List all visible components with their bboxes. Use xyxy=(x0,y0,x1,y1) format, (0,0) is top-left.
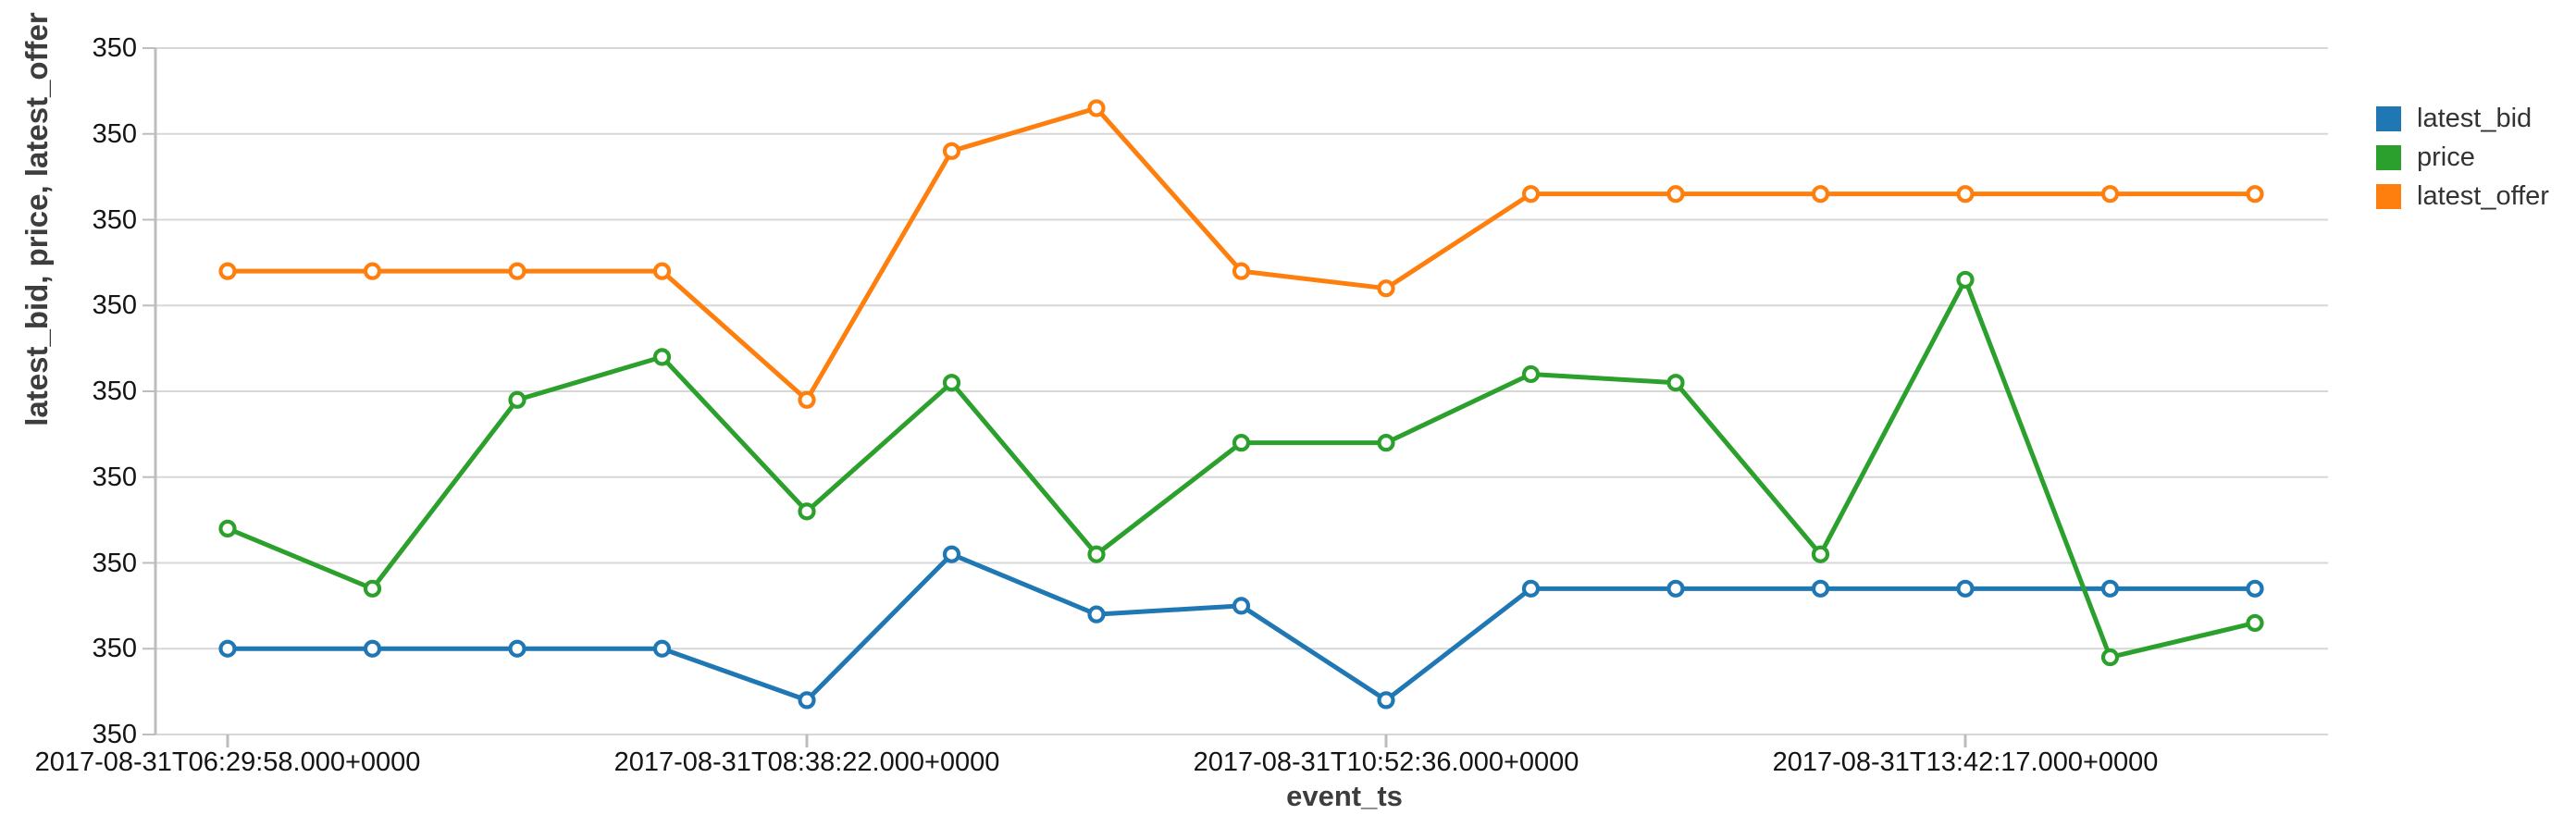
data-point-latest_offer-2[interactable] xyxy=(508,262,526,280)
y-tick-label: 350 xyxy=(92,376,137,406)
data-point-latest_offer-1[interactable] xyxy=(363,262,382,280)
data-point-price-10[interactable] xyxy=(1666,374,1685,392)
data-point-price-8[interactable] xyxy=(1377,434,1395,452)
y-tick-label: 350 xyxy=(92,118,137,149)
data-point-latest_offer-9[interactable] xyxy=(1521,185,1541,204)
data-point-price-9[interactable] xyxy=(1521,364,1541,384)
gridlines xyxy=(155,47,2328,735)
data-point-price-13[interactable] xyxy=(2100,648,2120,667)
data-point-latest_offer-6[interactable] xyxy=(1087,99,1106,117)
y-tick-label: 350 xyxy=(92,720,137,749)
data-point-latest_offer-8[interactable] xyxy=(1377,279,1395,298)
data-point-latest_bid-12[interactable] xyxy=(1956,579,1975,598)
data-point-price-6[interactable] xyxy=(1087,545,1106,563)
data-point-price-3[interactable] xyxy=(652,348,672,366)
x-tick-label: 2017-08-31T06:29:58.000+0000 xyxy=(34,747,421,777)
data-point-latest_offer-4[interactable] xyxy=(798,390,816,409)
y-tick-label: 350 xyxy=(92,634,137,664)
series xyxy=(218,99,2264,710)
data-point-price-5[interactable] xyxy=(942,374,961,392)
data-point-price-0[interactable] xyxy=(218,519,237,538)
data-point-latest_offer-13[interactable] xyxy=(2100,185,2120,204)
y-tick-label: 350 xyxy=(92,548,137,578)
axes xyxy=(142,47,1967,747)
data-point-latest_bid-10[interactable] xyxy=(1666,579,1685,598)
data-point-price-14[interactable] xyxy=(2246,613,2264,633)
data-point-latest_offer-12[interactable] xyxy=(1956,185,1975,204)
legend-item-latest_offer[interactable]: latest_offer xyxy=(2376,180,2549,213)
series-line-latest_bid[interactable] xyxy=(225,551,2258,703)
data-point-latest_bid-9[interactable] xyxy=(1521,579,1541,598)
data-point-latest_bid-14[interactable] xyxy=(2246,579,2264,598)
y-axis-title: latest_bid, price, latest_offer xyxy=(19,12,54,426)
data-point-price-11[interactable] xyxy=(1811,545,1830,563)
legend-label: latest_offer xyxy=(2417,181,2549,211)
data-point-latest_offer-0[interactable] xyxy=(218,262,237,280)
legend-label: latest_bid xyxy=(2417,104,2533,133)
x-tick-label: 2017-08-31T08:38:22.000+0000 xyxy=(613,747,1000,777)
data-point-latest_bid-6[interactable] xyxy=(1087,605,1106,623)
data-point-latest_bid-8[interactable] xyxy=(1377,691,1395,710)
legend-item-latest_bid[interactable]: latest_bid xyxy=(2376,103,2549,135)
data-point-price-7[interactable] xyxy=(1232,434,1251,452)
data-point-price-12[interactable] xyxy=(1956,270,1975,290)
data-point-latest_bid-5[interactable] xyxy=(942,545,961,563)
data-point-latest_bid-1[interactable] xyxy=(363,639,382,658)
data-point-latest_bid-13[interactable] xyxy=(2100,579,2120,598)
x-tick-label: 2017-08-31T13:42:17.000+0000 xyxy=(1772,747,2159,777)
data-point-latest_bid-11[interactable] xyxy=(1811,579,1830,598)
data-point-latest_offer-10[interactable] xyxy=(1666,185,1685,204)
x-tick-label: 2017-08-31T10:52:36.000+0000 xyxy=(1193,747,1579,777)
y-tick-label: 350 xyxy=(92,33,137,63)
data-point-latest_bid-3[interactable] xyxy=(652,639,672,658)
data-point-price-1[interactable] xyxy=(363,579,382,598)
legend-swatch-latest_offer xyxy=(2376,184,2401,209)
y-tick-label: 350 xyxy=(92,462,137,492)
series-line-latest_offer[interactable] xyxy=(225,105,2258,402)
legend-swatch-price xyxy=(2376,145,2401,170)
data-point-price-2[interactable] xyxy=(508,390,526,409)
data-point-latest_offer-11[interactable] xyxy=(1811,185,1830,204)
data-point-price-4[interactable] xyxy=(798,502,816,521)
data-point-latest_offer-7[interactable] xyxy=(1232,262,1251,280)
data-point-latest_offer-3[interactable] xyxy=(652,262,672,280)
data-point-latest_bid-2[interactable] xyxy=(508,639,526,658)
legend-swatch-latest_bid xyxy=(2376,106,2401,131)
legend-label: price xyxy=(2417,142,2475,172)
y-tick-label: 350 xyxy=(92,290,137,321)
data-point-latest_bid-4[interactable] xyxy=(798,691,816,710)
data-point-latest_bid-7[interactable] xyxy=(1232,597,1251,615)
data-point-latest_offer-5[interactable] xyxy=(942,142,961,160)
data-point-latest_bid-0[interactable] xyxy=(218,639,237,658)
y-tick-label: 350 xyxy=(92,204,137,235)
data-point-latest_offer-14[interactable] xyxy=(2246,185,2264,204)
legend-item-price[interactable]: price xyxy=(2376,142,2549,174)
x-axis-title: event_ts xyxy=(1286,780,1403,812)
